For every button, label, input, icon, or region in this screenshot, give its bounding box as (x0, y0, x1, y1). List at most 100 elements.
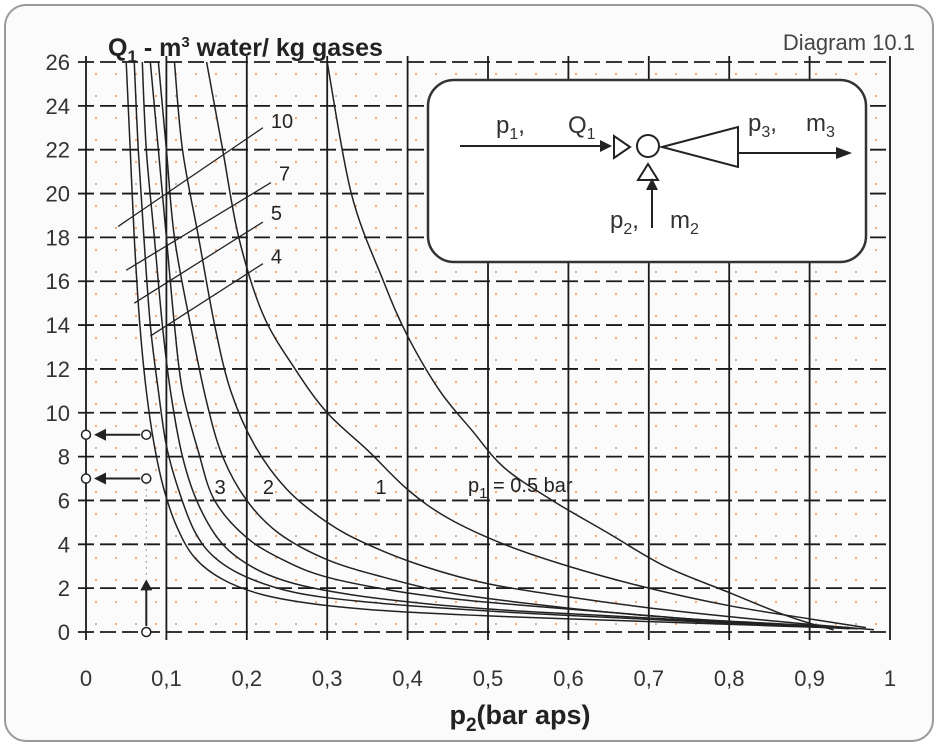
grid-dot (814, 578, 818, 582)
grid-dot (434, 556, 438, 560)
chart-title: Diagram 10.1 (783, 30, 915, 55)
grid-dot (634, 292, 638, 296)
grid-dot (134, 424, 138, 428)
grid-dot (294, 72, 298, 76)
grid-dot (394, 402, 398, 406)
grid-dot (854, 402, 858, 406)
grid-dot (154, 424, 158, 428)
grid-dot (774, 314, 778, 318)
grid-dot (734, 446, 738, 450)
grid-dot (294, 94, 298, 98)
grid-dot (454, 292, 458, 296)
grid-dot (354, 556, 358, 560)
grid-dot (654, 512, 658, 516)
grid-dot (754, 512, 758, 516)
grid-dot (254, 490, 258, 494)
grid-dot (814, 534, 818, 538)
grid-dot (394, 270, 398, 274)
grid-dot (634, 72, 638, 76)
grid-dot (474, 424, 478, 428)
grid-dot (194, 160, 198, 164)
grid-dot (234, 446, 238, 450)
grid-dot (114, 600, 118, 604)
grid-dot (694, 446, 698, 450)
grid-dot (754, 446, 758, 450)
grid-dot (294, 402, 298, 406)
grid-dot (634, 556, 638, 560)
grid-dot (714, 534, 718, 538)
grid-dot (394, 468, 398, 472)
grid-dot (294, 182, 298, 186)
grid-dot (614, 358, 618, 362)
grid-dot (874, 116, 878, 120)
grid-dot (474, 314, 478, 318)
grid-dot (274, 534, 278, 538)
arrow-up-icon (140, 579, 153, 591)
grid-dot (534, 292, 538, 296)
grid-dot (854, 622, 858, 626)
grid-dot (774, 490, 778, 494)
grid-dot (674, 468, 678, 472)
grid-dot (334, 446, 338, 450)
grid-dot (274, 182, 278, 186)
grid-dot (314, 72, 318, 76)
grid-dot (254, 534, 258, 538)
grid-dot (514, 446, 518, 450)
grid-dot (674, 380, 678, 384)
grid-dot (254, 270, 258, 274)
grid-dot (594, 512, 598, 516)
grid-dot (434, 380, 438, 384)
grid-dot (94, 248, 98, 252)
grid-dot (354, 138, 358, 142)
y-tick-label: 26 (46, 50, 70, 75)
grid-dot (314, 248, 318, 252)
grid-dot (654, 314, 658, 318)
leader-line-5 (133, 221, 264, 304)
grid-dot (494, 72, 498, 76)
arrow-left-icon (94, 428, 106, 441)
grid-dot (194, 424, 198, 428)
grid-dot (114, 512, 118, 516)
grid-dot (674, 358, 678, 362)
grid-dot (874, 358, 878, 362)
grid-dot (234, 116, 238, 120)
grid-dot (254, 556, 258, 560)
grid-dot (734, 292, 738, 296)
grid-dot (314, 226, 318, 230)
grid-dot (414, 204, 418, 208)
grid-dot (574, 490, 578, 494)
grid-dot (354, 578, 358, 582)
grid-dot (634, 358, 638, 362)
grid-dot (194, 138, 198, 142)
grid-dot (614, 270, 618, 274)
grid-dot (454, 534, 458, 538)
grid-dot (414, 270, 418, 274)
grid-dot (554, 490, 558, 494)
grid-dot (794, 358, 798, 362)
grid-dot (654, 402, 658, 406)
grid-dot (534, 468, 538, 472)
grid-dot (634, 534, 638, 538)
grid-dot (314, 292, 318, 296)
grid-dot (494, 380, 498, 384)
grid-dot (354, 160, 358, 164)
grid-dot (574, 292, 578, 296)
grid-dot (194, 292, 198, 296)
grid-dot (174, 402, 178, 406)
grid-dot (194, 248, 198, 252)
grid-dot (214, 226, 218, 230)
grid-dot (594, 314, 598, 318)
grid-dot (574, 336, 578, 340)
grid-dot (654, 556, 658, 560)
grid-dot (114, 622, 118, 626)
grid-dot (274, 424, 278, 428)
grid-dot (634, 468, 638, 472)
y-tick-label: 6 (58, 488, 70, 513)
curve-label-2: 2 (263, 477, 274, 499)
example-point (141, 429, 152, 440)
grid-dot (314, 116, 318, 120)
grid-dot (434, 468, 438, 472)
grid-dot (854, 468, 858, 472)
grid-dot (594, 622, 598, 626)
grid-dot (274, 402, 278, 406)
